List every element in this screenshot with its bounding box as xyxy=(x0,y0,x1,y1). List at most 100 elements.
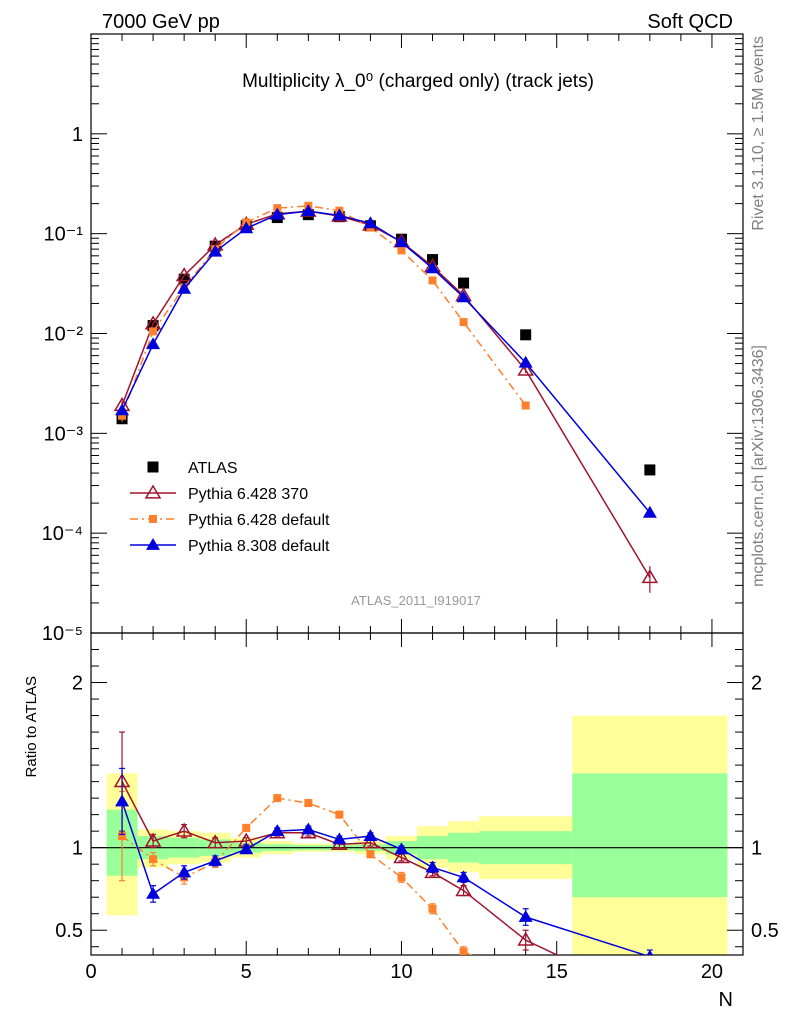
y-tick-label: 10⁻¹ xyxy=(44,224,84,246)
data-point xyxy=(118,411,127,420)
data-point xyxy=(425,261,440,274)
ratio-point xyxy=(335,810,344,819)
data-point xyxy=(518,355,533,368)
ratio-frame xyxy=(90,632,744,956)
data-point xyxy=(521,401,530,410)
data-point xyxy=(239,221,254,234)
data-point xyxy=(397,246,406,255)
ratio-line xyxy=(121,781,559,955)
ratio-point xyxy=(366,850,375,859)
ratio-point xyxy=(456,870,471,883)
ratio-point xyxy=(149,855,158,864)
ratio-y-tick-label: 0.5 xyxy=(55,920,83,942)
ratio-point xyxy=(304,799,313,808)
data-point xyxy=(178,273,190,285)
legend-marker xyxy=(146,538,160,550)
ratio-point xyxy=(115,794,130,807)
ratio-point xyxy=(118,832,127,841)
main-panel: 10⁻⁵ 10⁻⁴ 10⁻³ 10⁻² 10⁻¹ 1 xyxy=(42,33,744,955)
legend-label: Pythia 6.428 370 xyxy=(188,486,308,503)
series-ratio xyxy=(115,767,654,955)
header-process-label: Soft QCD xyxy=(647,11,733,33)
ratio-point xyxy=(646,949,654,955)
ratio-point xyxy=(208,853,223,866)
ratio-line xyxy=(121,801,648,955)
rivet-version-label: Rivet 3.1.10, ≥ 1.5M events xyxy=(750,36,767,231)
ratio-point xyxy=(425,860,440,873)
ratio-band-inner xyxy=(572,773,728,898)
ratio-point xyxy=(239,842,254,855)
ratio-point xyxy=(270,824,285,837)
series-line xyxy=(121,205,527,417)
ratio-point xyxy=(363,829,378,842)
analysis-label: ATLAS_2011_I919017 xyxy=(351,593,481,608)
data-point xyxy=(459,318,468,327)
ratio-y-tick-label-right: 2 xyxy=(751,673,762,695)
data-point xyxy=(428,276,437,285)
y-tick-label: 1 xyxy=(72,124,83,146)
data-point xyxy=(149,327,158,336)
data-point xyxy=(520,329,532,341)
header-energy-label: 7000 GeV pp xyxy=(102,11,220,33)
x-tick-label: 15 xyxy=(546,961,568,983)
data-point xyxy=(270,207,285,220)
data-point xyxy=(177,281,192,294)
ratio-point xyxy=(242,823,251,832)
data-point xyxy=(642,505,657,518)
data-point xyxy=(301,204,316,217)
series-line xyxy=(121,210,651,514)
data-point xyxy=(208,244,223,257)
data-point xyxy=(394,235,409,248)
x-tick-label: 0 xyxy=(85,961,96,983)
data-point xyxy=(332,208,347,221)
y-tick-label: 10⁻³ xyxy=(44,423,84,445)
series-main xyxy=(115,204,657,518)
ratio-y-tick-label: 1 xyxy=(72,838,83,860)
ratio-point xyxy=(397,873,406,882)
ratio-point xyxy=(146,886,161,899)
data-point xyxy=(363,216,378,229)
ratio-point xyxy=(175,822,193,837)
ratio-point xyxy=(144,832,162,847)
x-tick-label: 20 xyxy=(701,961,723,983)
data-point xyxy=(175,267,193,282)
legend-label: ATLAS xyxy=(188,460,238,477)
ratio-point xyxy=(332,832,347,845)
chart-title: Multiplicity λ_0⁰ (charged only) (track … xyxy=(242,71,594,92)
y-tick-label: 10⁻² xyxy=(44,324,84,346)
ratio-point xyxy=(643,992,657,1004)
legend-label: Pythia 6.428 default xyxy=(188,512,330,529)
legend-marker xyxy=(147,461,159,473)
ratio-point xyxy=(459,947,468,955)
mcplots-site-label: mcplots.cern.ch [arXiv:1306.3436] xyxy=(750,345,767,587)
ratio-point xyxy=(206,834,224,849)
data-point xyxy=(644,464,656,476)
ratio-y-tick-label-right: 1 xyxy=(751,838,762,860)
legend-label: Pythia 8.308 default xyxy=(188,538,330,555)
ratio-point xyxy=(393,849,410,864)
x-axis-label: N xyxy=(719,989,733,1011)
ratio-y-tick-label: 2 xyxy=(72,673,83,695)
ratio-y-tick-label-right: 0.5 xyxy=(751,920,779,942)
ratio-point xyxy=(177,865,192,878)
series-main xyxy=(113,202,659,593)
ratio-panel: 0 5 10 15 20 0.5 0.5 1 1 2 2 xyxy=(55,632,779,1004)
series-main xyxy=(118,201,530,422)
y-tick-label: 10⁻⁴ xyxy=(42,523,83,545)
data-point xyxy=(517,361,534,376)
legend-marker xyxy=(144,484,162,499)
series-main xyxy=(116,209,656,476)
y-tick-label: 10⁻⁵ xyxy=(42,623,83,645)
ratio-point xyxy=(518,910,533,922)
data-point xyxy=(456,290,471,303)
ratio-point xyxy=(455,882,472,897)
data-point xyxy=(115,403,130,416)
legend: ATLAS Pythia 6.428 370 Pythia 6.428 defaul… xyxy=(130,460,330,555)
ratio-point xyxy=(362,834,379,849)
ratio-point xyxy=(273,794,282,803)
ratio-point xyxy=(517,931,534,946)
ratio-point xyxy=(394,842,409,855)
x-tick-label: 10 xyxy=(390,961,412,983)
ratio-point xyxy=(522,976,530,984)
